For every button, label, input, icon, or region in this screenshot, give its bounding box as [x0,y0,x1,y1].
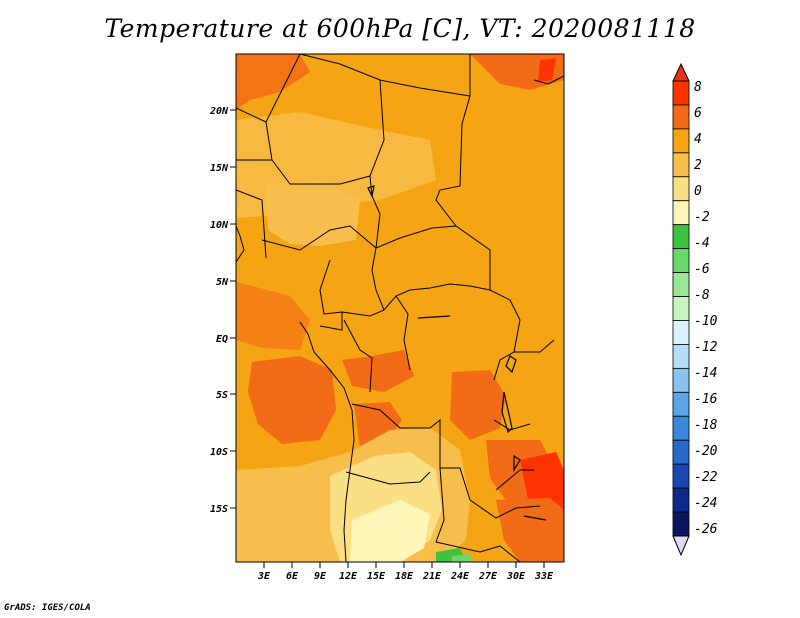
colorbar-swatch [672,248,690,273]
colorbar-label: -14 [694,366,717,381]
map-title: Temperature at 600hPa [C], VT: 202008111… [104,14,696,43]
colorbar-swatch [672,367,690,393]
lon-tick-label: 18E [395,571,414,582]
colorbar-swatch [672,296,690,321]
lat-axis: 20N 15N 10N 5N EQ 5S 10S 15S [209,106,236,515]
field-warm-north [236,54,310,110]
colorbar-label: 8 [694,80,702,95]
lon-tick-label: 30E [506,571,526,582]
colorbar-swatches [672,80,690,537]
lon-axis: 3E 6E 9E 12E 15E 18E 21E 24E 27E 30E 33E [257,562,554,582]
colorbar-label: -16 [694,392,718,407]
colorbar-label: -4 [694,236,710,251]
field-warm-lower-congo [354,402,402,450]
lon-tick-label: 27E [478,571,498,582]
colorbar-swatch [672,200,690,226]
field-cool-west [266,180,360,246]
colorbar-swatch [672,415,690,441]
lon-tick-label: 9E [314,571,327,582]
lat-tick-label: 5N [216,277,229,288]
lat-tick-label: EQ [216,334,228,345]
colorbar-label: -24 [694,496,717,511]
lon-tick-label: 3E [257,571,271,582]
colorbar-swatch [672,224,690,250]
coastline-west [236,225,355,562]
colorbar-top-triangle [672,62,690,82]
field-light-green-patch [452,554,472,562]
colorbar-swatch [672,152,690,178]
lat-tick-label: 10N [210,220,229,231]
colorbar-swatch [672,320,690,345]
map-frame [235,53,565,563]
colorbar-label: -20 [694,444,718,459]
colorbar-swatch [672,176,690,202]
colorbar-label: -2 [694,210,710,225]
field-warm-congo [342,350,414,392]
colorbar-swatch [672,439,690,465]
lat-tick-label: 10S [210,447,228,458]
colorbar-swatch [672,104,690,130]
lon-tick-label: 24E [450,571,470,582]
temperature-field [236,54,564,562]
colorbar-label: -22 [694,470,718,485]
colorbar-label: -18 [694,418,718,433]
lon-tick-label: 15E [367,571,386,582]
lon-tick-label: 12E [339,571,358,582]
colorbar-label: -8 [694,288,710,303]
lat-tick-label: 15N [210,163,229,174]
grads-credit: GrADS: IGES/COLA [4,603,91,613]
field-warm-southeast [496,498,564,562]
colorbar-bottom-triangle [672,535,690,557]
colorbar-label: 4 [694,132,702,147]
colorbar-swatch [672,511,690,537]
colorbar-swatch [672,391,690,417]
colorbar-swatch [672,128,690,154]
field-warm-drc-east [450,370,506,440]
colorbar-swatch [672,80,690,106]
lat-tick-label: 15S [210,504,228,515]
colorbar-label: 6 [694,106,702,121]
lat-tick-label: 5S [216,390,228,401]
country-borders [236,54,564,562]
colorbar-swatch [672,487,690,513]
lakes [367,185,547,521]
lon-tick-label: 6E [286,571,299,582]
colorbar-label: -10 [694,314,718,329]
colorbar-label: -6 [694,262,710,277]
colorbar: 8 6 4 2 0 -2 -4 -6 -8 -10 -12 -14 -16 -1… [672,62,718,557]
colorbar-swatch [672,272,690,297]
colorbar-swatch [672,344,690,369]
field-warm-gabon [236,282,310,350]
lon-tick-label: 21E [422,571,442,582]
colorbar-label: -12 [694,340,718,355]
colorbar-swatch [672,463,690,489]
colorbar-label: 0 [694,184,702,199]
field-hot-northeast [538,58,556,82]
colorbar-label: -26 [694,522,718,537]
colorbar-label: 2 [694,158,702,173]
lon-tick-label: 33E [534,571,554,582]
field-warm-angola-west [248,356,336,444]
lat-tick-label: 20N [209,106,229,117]
field-coldest-south [350,500,430,562]
